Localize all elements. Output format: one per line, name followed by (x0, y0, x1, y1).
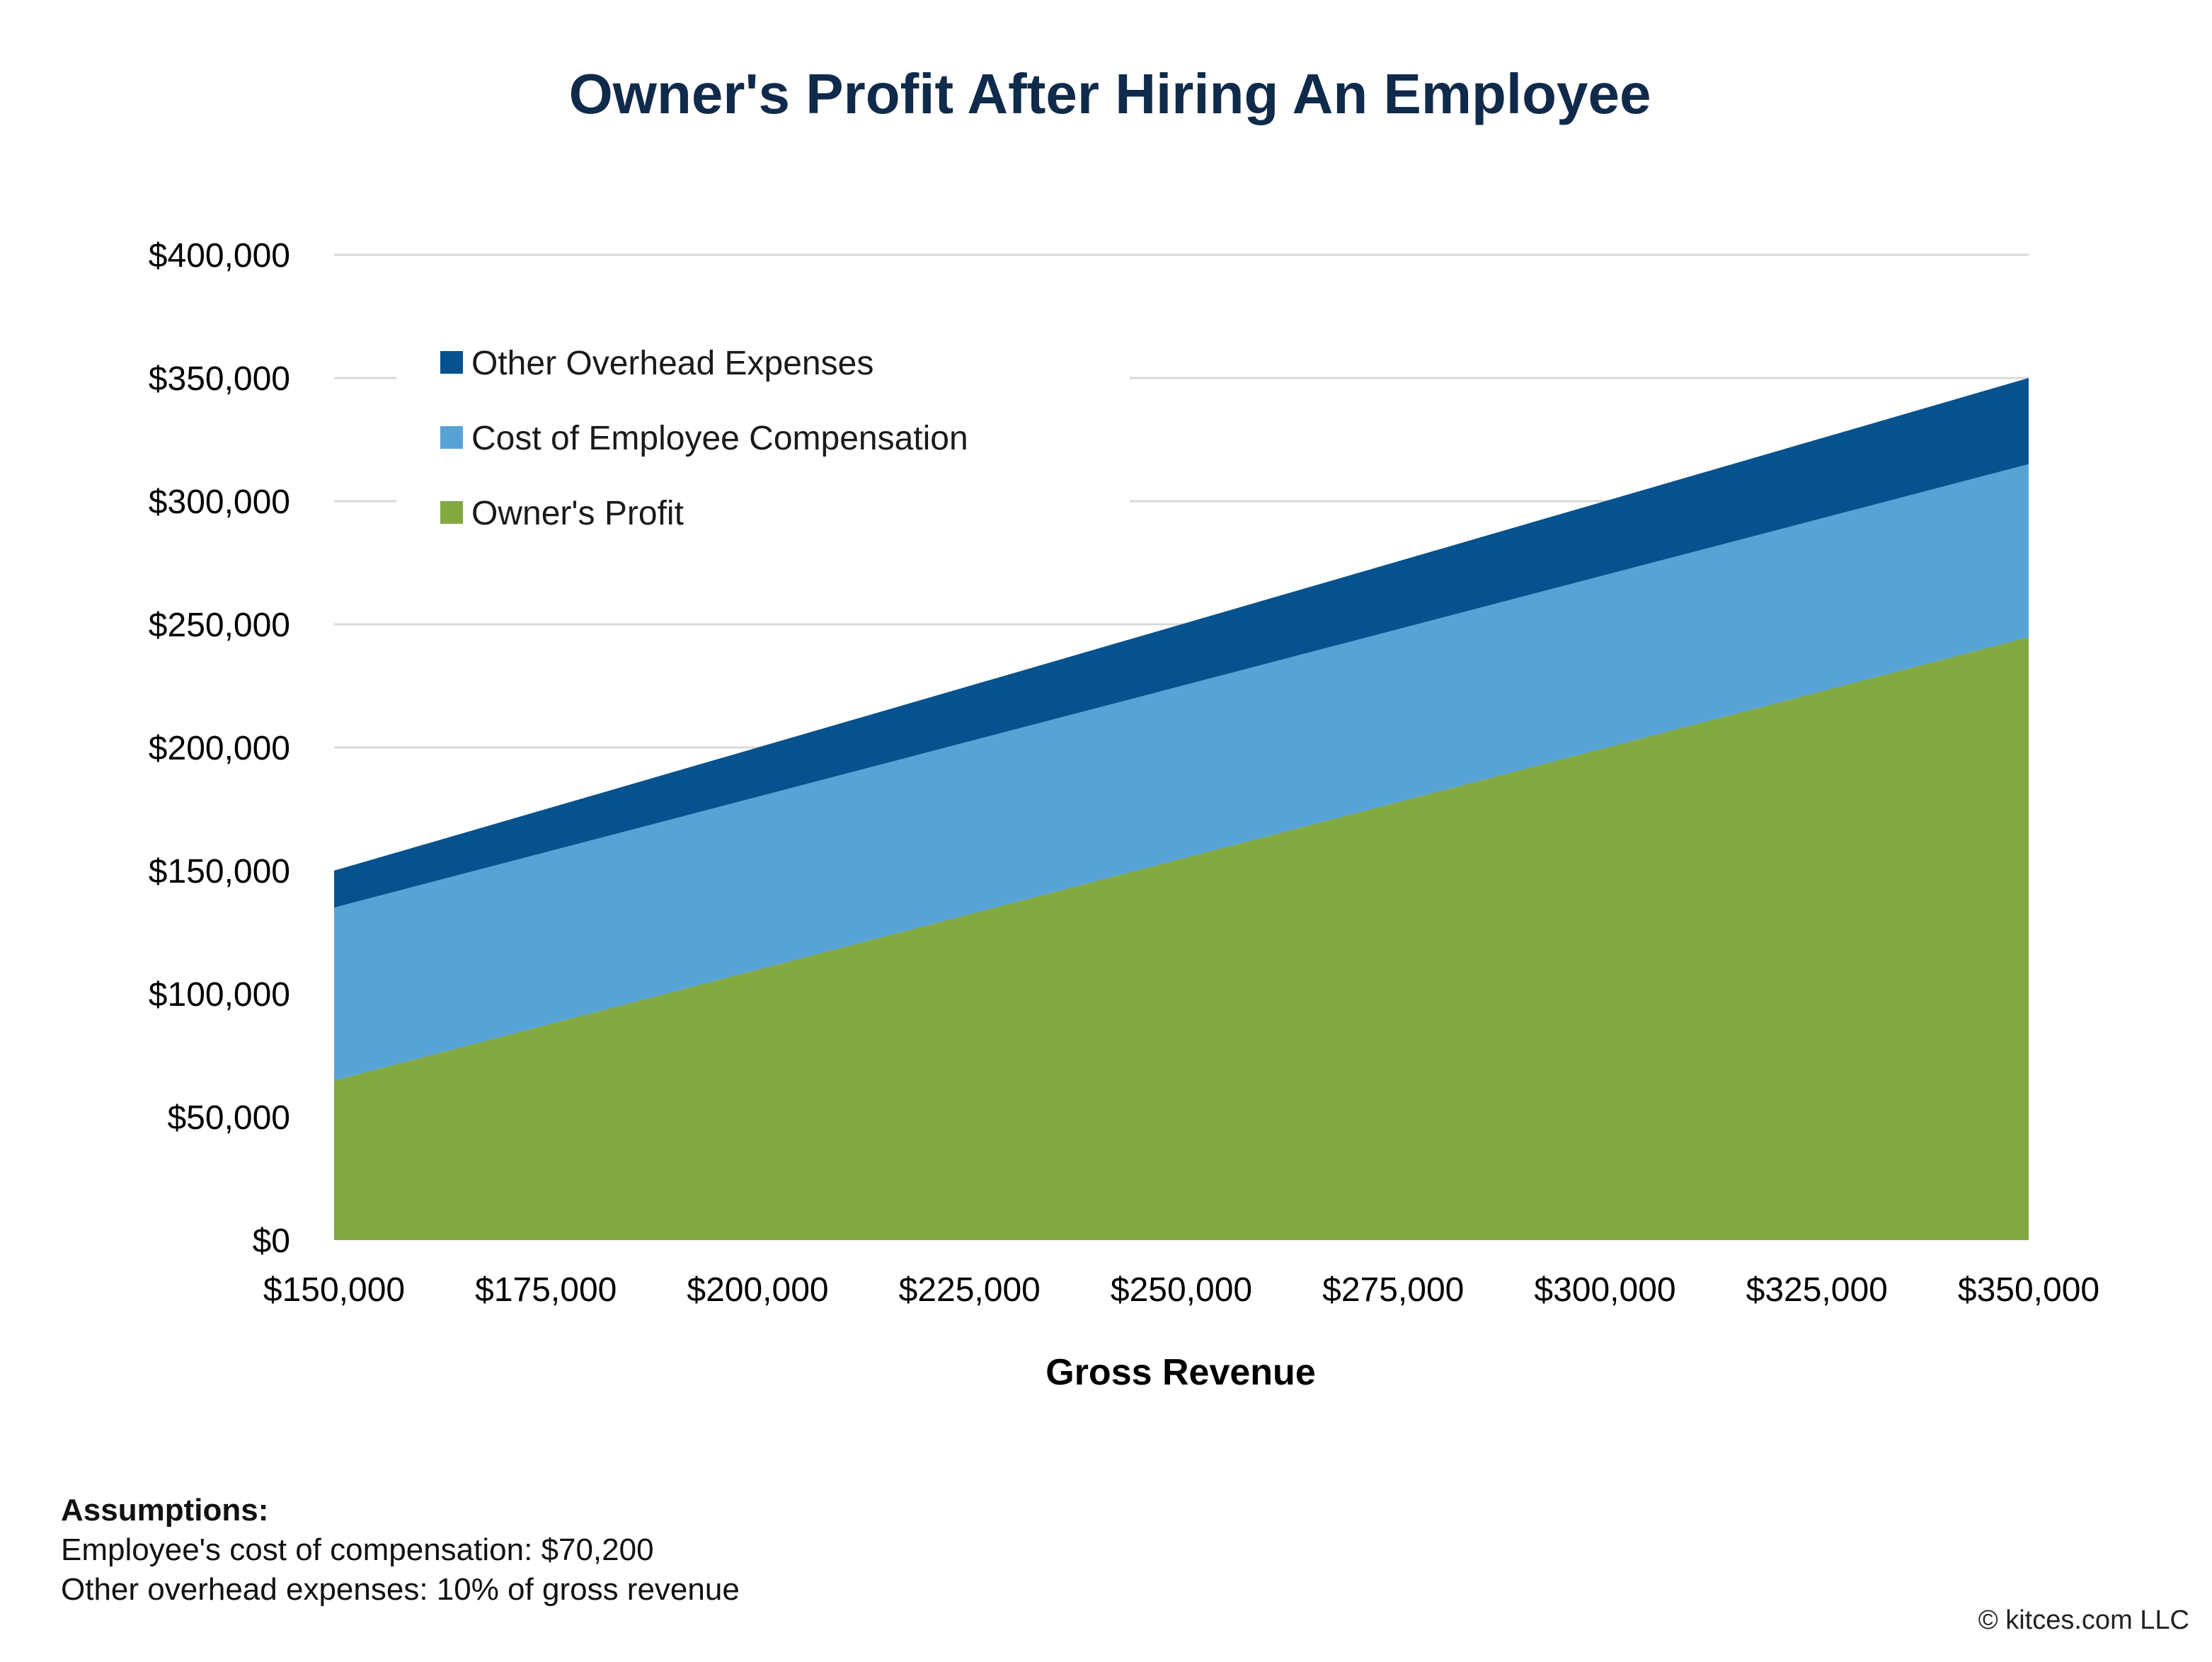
y-axis-ticks: $0 $50,000 $100,000 $150,000 $200,000 $250,00… (149, 237, 290, 1260)
area-owner-s-profit (334, 637, 2029, 1240)
x-tick-label-3: $225,000 (899, 1271, 1041, 1309)
chart-title: Owner's Profit After Hiring An Employee (569, 62, 1651, 125)
x-tick-label-2: $200,000 (687, 1271, 828, 1309)
assumptions-heading: Assumptions: (61, 1493, 269, 1528)
x-tick-label-0: $150,000 (263, 1271, 405, 1309)
y-tick-label-3: $150,000 (149, 853, 290, 890)
legend-label-cost-of-employee-compensation: Cost of Employee Compensation (471, 420, 968, 457)
x-tick-label-4: $250,000 (1111, 1271, 1252, 1309)
y-tick-label-7: $350,000 (149, 360, 290, 398)
x-axis-title: Gross Revenue (1045, 1352, 1316, 1393)
assumption-compensation: Employee's cost of compensation: $70,200 (61, 1532, 654, 1567)
x-axis-ticks: $150,000 $175,000 $200,000 $225,000 $250,000… (263, 1271, 2099, 1309)
legend-swatch-owner-s-profit (440, 501, 463, 524)
legend-label-other-overhead-expenses: Other Overhead Expenses (471, 345, 873, 382)
y-tick-label-4: $200,000 (149, 730, 290, 767)
area-other-overhead-expenses (334, 378, 2029, 908)
y-tick-label-1: $50,000 (167, 1099, 290, 1137)
legend: Other Overhead Expenses Cost of Employee … (396, 326, 1130, 545)
x-tick-label-6: $300,000 (1534, 1271, 1675, 1309)
y-tick-label-8: $400,000 (149, 237, 290, 275)
stacked-areas (334, 378, 2029, 1240)
assumptions-notes: Assumptions: Employee's cost of compensa… (61, 1491, 740, 1610)
y-tick-label-2: $100,000 (149, 976, 290, 1014)
area-cost-of-employee-compensation (334, 464, 2029, 1081)
assumption-overhead: Other overhead expenses: 10% of gross re… (61, 1572, 740, 1607)
y-tick-label-0: $0 (253, 1222, 290, 1260)
x-tick-label-8: $350,000 (1958, 1271, 2099, 1309)
legend-swatch-other-overhead-expenses (440, 351, 463, 374)
x-tick-label-1: $175,000 (475, 1271, 617, 1309)
legend-swatch-cost-of-employee-compensation (440, 426, 463, 449)
x-tick-label-5: $275,000 (1322, 1271, 1464, 1309)
legend-background (396, 326, 1130, 545)
copyright: © kitces.com LLC (1978, 1605, 2189, 1635)
x-tick-label-7: $325,000 (1746, 1271, 1888, 1309)
y-tick-label-5: $250,000 (149, 607, 290, 644)
legend-label-owner-s-profit: Owner's Profit (471, 495, 684, 532)
y-tick-label-6: $300,000 (149, 483, 290, 521)
